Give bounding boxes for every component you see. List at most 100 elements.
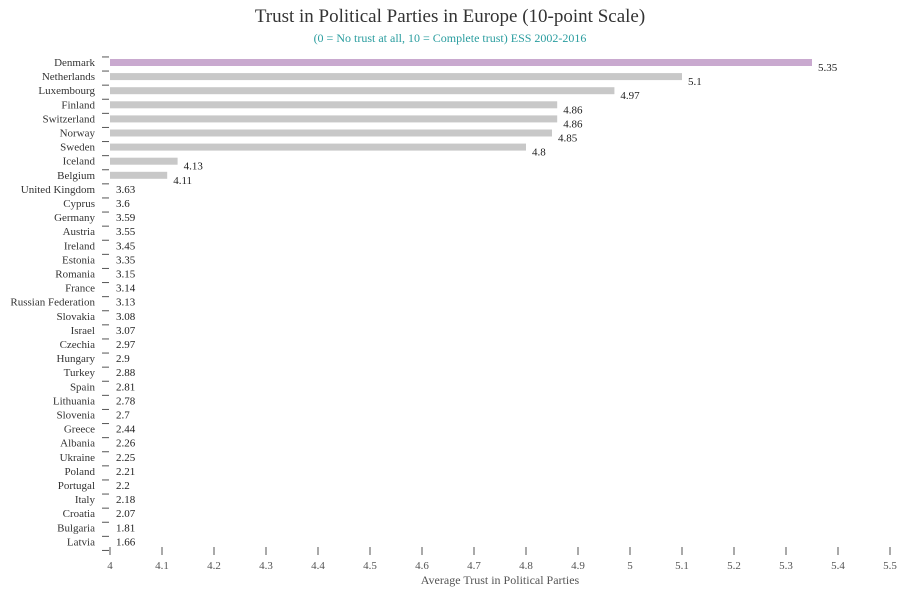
x-tick-label: 5.3 (779, 560, 793, 572)
category-label: Belgium (57, 170, 95, 182)
data-label: 2.88 (116, 367, 136, 379)
data-label: 2.97 (116, 339, 136, 351)
data-label: 3.15 (116, 269, 136, 281)
x-axis: 4 4.1 4.2 4.3 4.4 4.5 4.6 4.7 4.8 4.9 5 5.1 5.2 5.3 5.… (107, 547, 897, 572)
data-label: 5.35 (818, 62, 838, 74)
data-label: 4.85 (558, 133, 578, 145)
data-label: 3.59 (116, 212, 136, 224)
data-label: 2.18 (116, 494, 136, 506)
y-axis: Denmark Netherlands Luxembourg Finland Switz… (10, 56, 109, 551)
data-label: 4.8 (532, 147, 546, 159)
data-label: 3.07 (116, 325, 136, 337)
category-label: Cyprus (63, 198, 95, 210)
x-tick-label: 4.3 (259, 560, 273, 572)
category-label: Finland (61, 99, 95, 111)
category-label: Iceland (63, 156, 96, 168)
data-label: 2.25 (116, 452, 136, 464)
x-axis-title: Average Trust in Political Parties (420, 573, 580, 587)
data-label: 4.86 (563, 118, 583, 130)
bar (110, 143, 526, 151)
data-label: 2.07 (116, 508, 136, 520)
bar (110, 171, 168, 179)
x-tick-label: 4.6 (415, 560, 429, 572)
x-tick-label: 5.4 (831, 560, 845, 572)
bar (110, 101, 558, 109)
category-label: Croatia (63, 508, 95, 520)
data-label: 4.13 (184, 161, 204, 173)
data-label: 5.1 (688, 76, 702, 88)
x-tick-label: 4.4 (311, 560, 325, 572)
x-tick-label: 5.5 (883, 560, 897, 572)
data-label: 2.21 (116, 466, 135, 478)
data-label: 4.97 (620, 90, 640, 102)
data-label: 3.08 (116, 311, 136, 323)
data-label: 2.2 (116, 480, 130, 492)
data-label: 3.35 (116, 254, 136, 266)
category-label: Slovenia (57, 410, 96, 422)
data-label: 1.66 (116, 536, 136, 548)
bar (110, 87, 615, 95)
chart-subtitle: (0 = No trust at all, 10 = Complete trus… (313, 31, 587, 45)
x-tick-label: 4.7 (467, 560, 481, 572)
category-label: Luxembourg (38, 85, 95, 97)
x-tick-label: 4.2 (207, 560, 221, 572)
category-label: Spain (70, 381, 96, 393)
x-tick-label: 4.9 (571, 560, 585, 572)
category-label: Israel (71, 325, 95, 337)
data-label: 4.86 (563, 104, 583, 116)
category-label: Sweden (60, 142, 95, 154)
data-label: 3.6 (116, 198, 130, 210)
category-label: United Kingdom (21, 184, 96, 196)
data-label: 2.44 (116, 424, 136, 436)
x-tick-label: 4 (107, 560, 113, 572)
category-label: Poland (64, 466, 95, 478)
data-label: 1.81 (116, 522, 135, 534)
chart-title: Trust in Political Parties in Europe (10… (254, 6, 646, 27)
x-tick-label: 5.2 (727, 560, 741, 572)
x-tick-label: 4.5 (363, 560, 377, 572)
data-label: 3.45 (116, 240, 136, 252)
category-label: Denmark (54, 57, 95, 69)
category-label: Estonia (62, 254, 95, 266)
data-label: 3.55 (116, 226, 136, 238)
category-label: Russian Federation (10, 297, 95, 309)
bar (110, 59, 812, 66)
data-label: 3.14 (116, 283, 136, 295)
category-label: Germany (54, 212, 95, 224)
category-label: Greece (64, 424, 95, 436)
data-label: 3.13 (116, 297, 136, 309)
data-label: 3.63 (116, 184, 136, 196)
category-label: Italy (75, 494, 96, 506)
category-label: Romania (55, 269, 95, 281)
category-label: Austria (63, 226, 96, 238)
category-label: Switzerland (42, 113, 95, 125)
data-label: 2.9 (116, 353, 130, 365)
category-label: Ireland (64, 240, 96, 252)
category-label: Norway (60, 128, 96, 140)
x-tick-label: 4.8 (519, 560, 533, 572)
category-label: France (65, 283, 95, 295)
category-label: Latvia (67, 536, 95, 548)
category-label: Netherlands (42, 71, 95, 83)
category-label: Lithuania (53, 395, 95, 407)
data-label: 2.81 (116, 381, 135, 393)
category-label: Slovakia (57, 311, 96, 323)
bar (110, 157, 178, 165)
bar (110, 129, 552, 137)
bars-group: 5.35 5.1 4.97 4.86 4.86 4.85 4.8 4.13 4.11 3.63 3.… (110, 59, 838, 548)
category-label: Albania (60, 438, 95, 450)
bar (110, 115, 558, 123)
x-tick-label: 4.1 (155, 560, 169, 572)
category-label: Portugal (58, 480, 95, 492)
data-label: 2.78 (116, 395, 136, 407)
category-label: Bulgaria (57, 522, 95, 534)
category-label: Czechia (60, 339, 96, 351)
bar (110, 73, 682, 81)
data-label: 2.26 (116, 438, 136, 450)
category-label: Ukraine (60, 452, 96, 464)
category-label: Hungary (57, 353, 96, 365)
x-tick-label: 5 (627, 560, 633, 572)
data-label: 2.7 (116, 410, 130, 422)
x-tick-label: 5.1 (675, 560, 689, 572)
